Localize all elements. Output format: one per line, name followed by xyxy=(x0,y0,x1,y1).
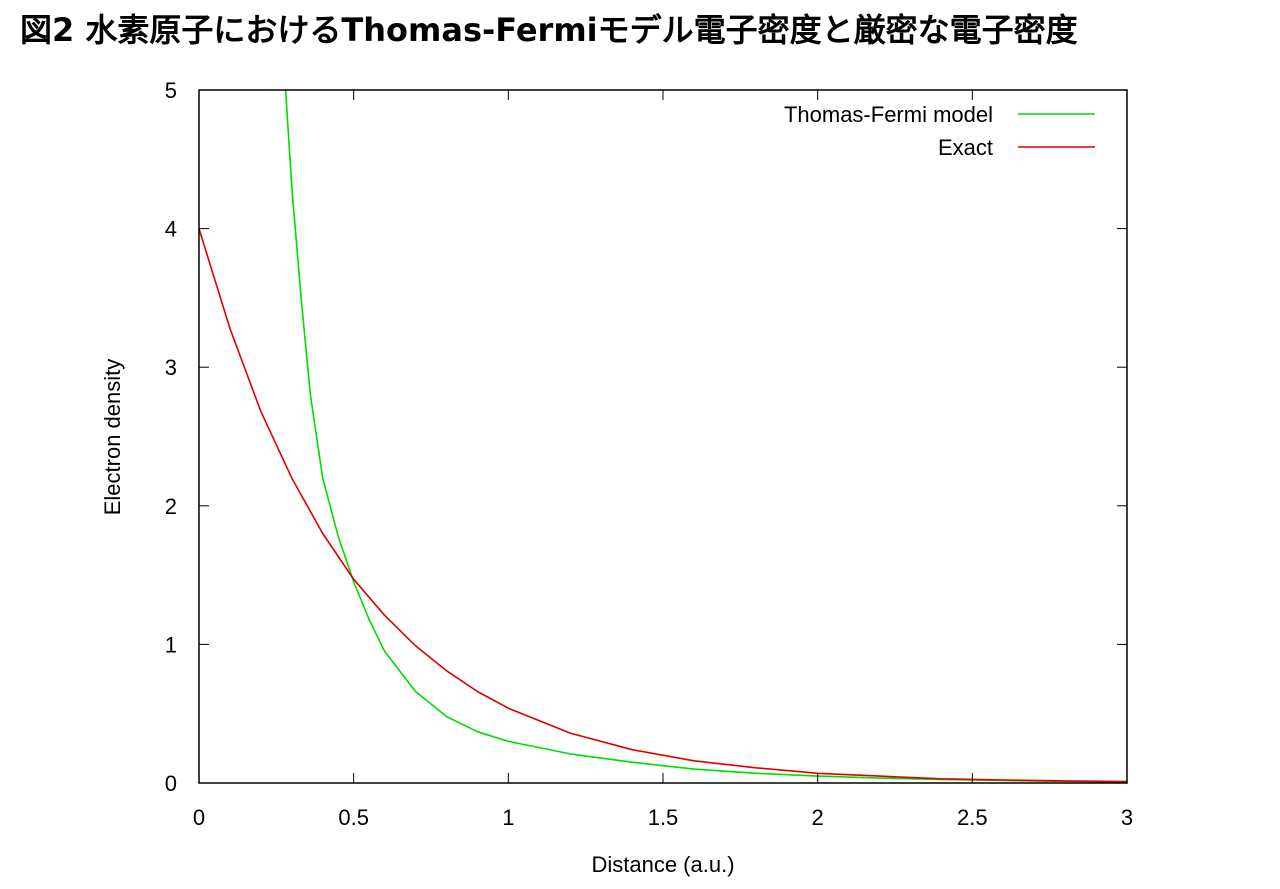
x-axis-label: Distance (a.u.) xyxy=(591,852,734,877)
legend-label-0: Thomas-Fermi model xyxy=(784,102,993,127)
x-tick-label: 2.5 xyxy=(957,805,988,830)
plot-frame xyxy=(198,89,1128,784)
x-tick-label: 0.5 xyxy=(338,805,369,830)
y-tick-label: 0 xyxy=(165,771,177,796)
page-title: 図2 水素原子におけるThomas-Fermiモデル電子密度と厳密な電子密度 xyxy=(20,11,1078,49)
series-line-0 xyxy=(284,89,1128,783)
x-tick-label: 1.5 xyxy=(648,805,679,830)
series-line-1 xyxy=(198,228,1128,783)
plot-lines xyxy=(198,89,1128,783)
x-tick-label: 2 xyxy=(812,805,824,830)
x-tick-label: 0 xyxy=(193,805,205,830)
legend: Thomas-Fermi model Exact xyxy=(784,102,1095,160)
y-tick-label: 5 xyxy=(165,78,177,103)
y-axis-label: Electron density xyxy=(100,359,125,516)
y-tick-label: 4 xyxy=(165,217,177,242)
x-tick-label: 1 xyxy=(502,805,514,830)
y-tick-label: 3 xyxy=(165,355,177,380)
y-tick-label: 1 xyxy=(165,632,177,657)
legend-label-1: Exact xyxy=(938,135,993,160)
y-axis: 0 1 2 3 4 5 xyxy=(165,78,1127,796)
x-tick-label: 3 xyxy=(1121,805,1133,830)
y-tick-label: 2 xyxy=(165,494,177,519)
x-axis: 0 0.5 1 1.5 2 2.5 3 xyxy=(193,90,1133,830)
